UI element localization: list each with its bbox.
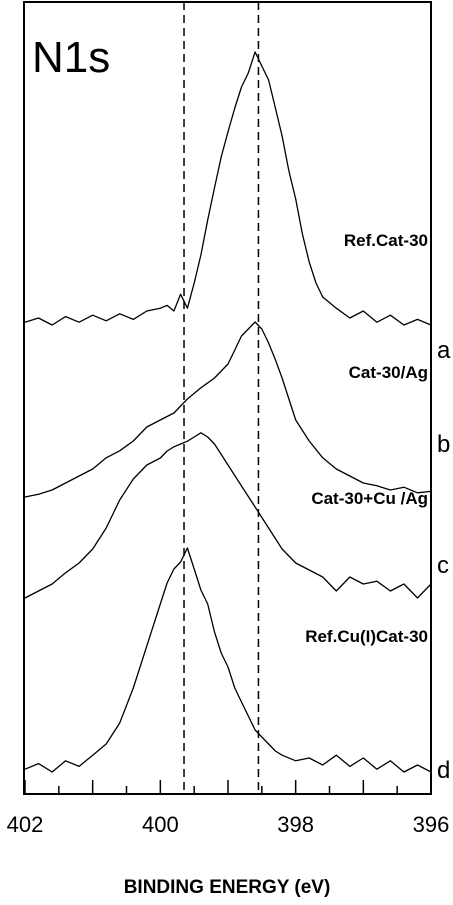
x-tick-label-398: 398 xyxy=(277,812,314,837)
series-label-c: Cat-30+Cu /Ag xyxy=(311,489,428,508)
x-axis: 402 400 398 396 xyxy=(7,780,450,837)
x-axis-label: BINDING ENERGY (eV) xyxy=(124,877,331,898)
series-letter-a: a xyxy=(437,337,451,364)
series-layer: Ref.Cat-30 a Cat-30/Ag b Cat-30+Cu /Ag c Ref.C… xyxy=(24,51,451,784)
series-label-d: Ref.Cu(I)Cat-30 xyxy=(305,627,428,646)
x-tick-label-396: 396 xyxy=(413,812,450,837)
x-tick-label-400: 400 xyxy=(142,812,179,837)
series-line-a xyxy=(24,51,432,326)
plot-frame xyxy=(23,1,432,795)
series-line-d xyxy=(24,547,432,773)
reference-lines xyxy=(183,2,260,794)
series-letter-d: d xyxy=(437,757,450,784)
series-letter-c: c xyxy=(437,552,449,579)
series-label-a: Ref.Cat-30 xyxy=(344,231,428,250)
series-line-b xyxy=(24,321,432,498)
series-letter-b: b xyxy=(437,431,450,458)
series-line-c xyxy=(24,432,432,599)
series-label-b: Cat-30/Ag xyxy=(349,363,428,382)
x-tick-label-402: 402 xyxy=(7,812,44,837)
chart-title: N1s xyxy=(32,33,110,82)
